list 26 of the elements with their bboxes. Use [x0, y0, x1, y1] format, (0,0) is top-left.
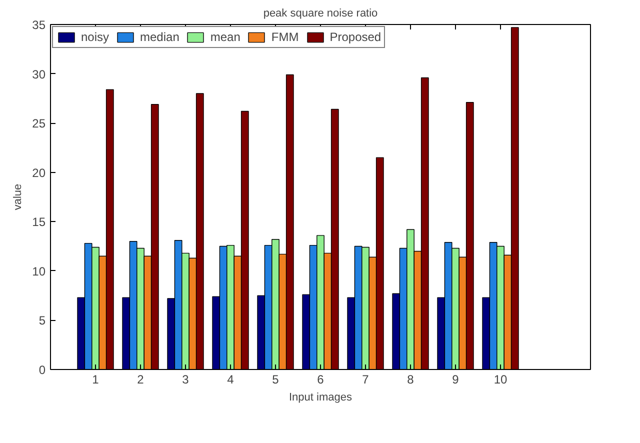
x-tick-label: 7 [362, 372, 370, 386]
x-tick-label: 6 [317, 372, 324, 386]
legend-label: Proposed [330, 30, 382, 44]
x-tick-label: 9 [452, 372, 460, 386]
x-tick-label: 1 [92, 372, 100, 386]
y-tick-label: 0 [38, 363, 46, 377]
y-axis-title: value [12, 184, 24, 210]
x-tick-label: 5 [272, 372, 280, 386]
y-tick-label: 15 [32, 215, 46, 230]
x-axis-title: Input images [289, 392, 352, 404]
y-tick-label: 10 [32, 264, 46, 278]
legend-label: mean [210, 30, 240, 44]
legend-label: noisy [81, 30, 110, 44]
legend-label: median [140, 30, 180, 44]
y-tick-label: 30 [32, 67, 46, 82]
y-tick-label: 25 [32, 116, 46, 131]
x-tick-label: 4 [227, 372, 234, 386]
x-tick-label: 3 [182, 372, 190, 386]
x-tick-label: 10 [494, 372, 508, 386]
legend-label: FMM [271, 30, 299, 44]
y-tick-label: 35 [32, 18, 46, 32]
y-tick-label: 20 [32, 166, 46, 180]
x-tick-label: 2 [137, 372, 144, 386]
chart-title: peak square noise ratio [263, 8, 378, 20]
y-tick-label: 5 [38, 314, 46, 328]
x-tick-label: 8 [407, 372, 414, 386]
